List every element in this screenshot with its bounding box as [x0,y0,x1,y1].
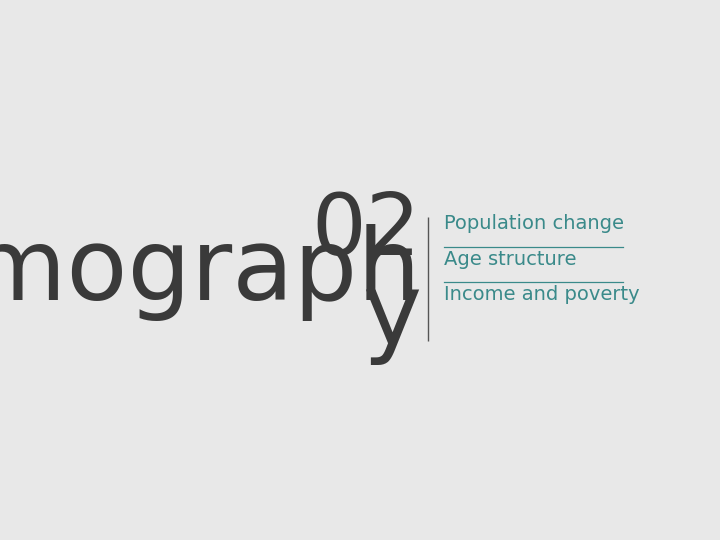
Text: 02: 02 [311,190,421,273]
Text: demograph: demograph [0,224,421,321]
Text: y: y [361,268,421,365]
Text: Age structure: Age structure [444,249,577,268]
Text: Income and poverty: Income and poverty [444,285,640,304]
Text: Population change: Population change [444,214,624,233]
